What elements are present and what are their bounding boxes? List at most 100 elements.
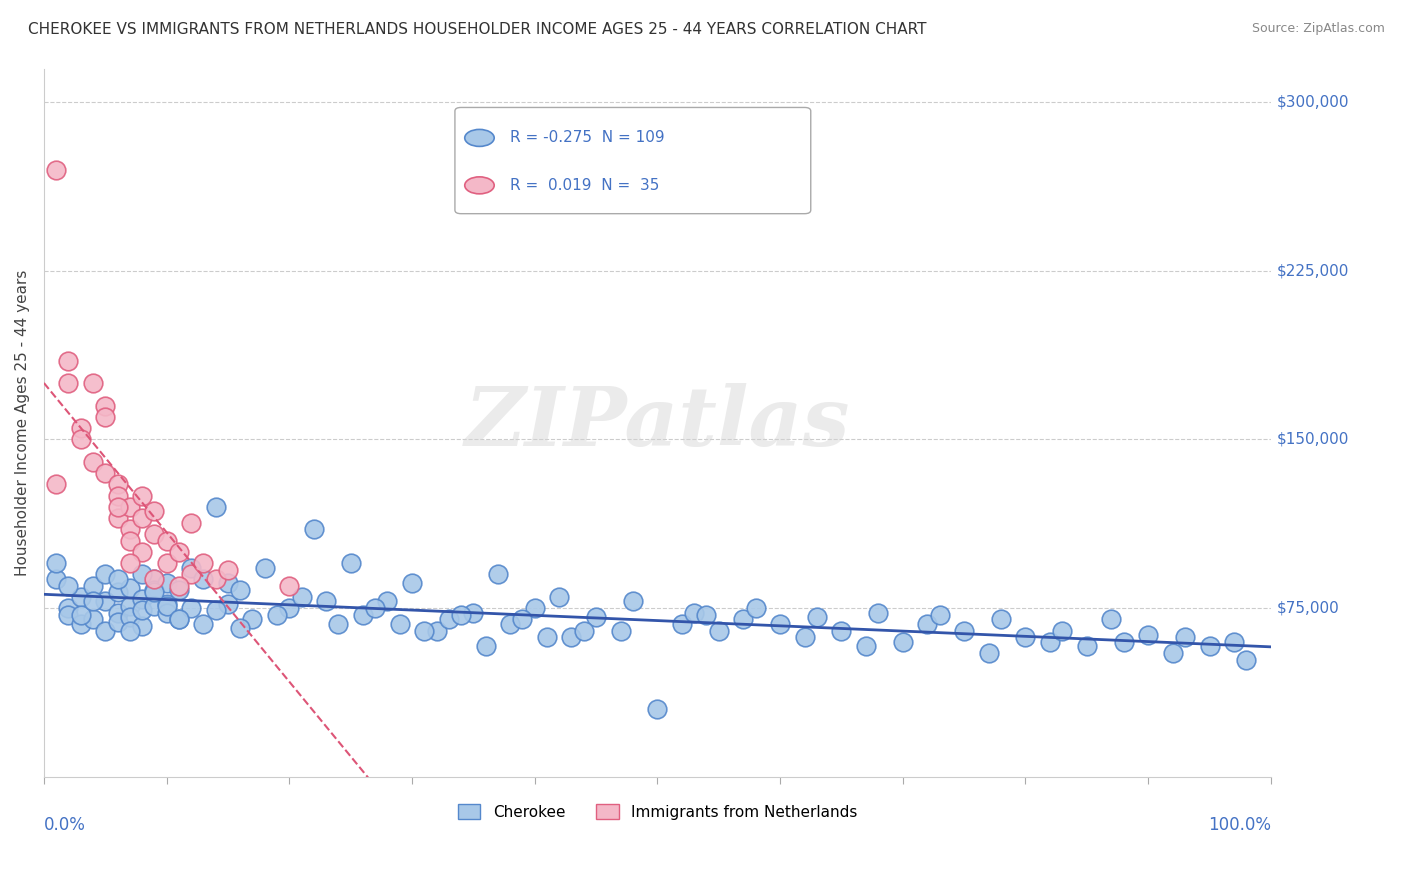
Point [1223, 634, 1246, 648]
Point [290, 590, 312, 604]
Text: CHEROKEE VS IMMIGRANTS FROM NETHERLANDS HOUSEHOLDER INCOME AGES 25 - 44 YEARS CO: CHEROKEE VS IMMIGRANTS FROM NETHERLANDS … [28, 22, 927, 37]
Text: $150,000: $150,000 [1277, 432, 1350, 447]
Point [891, 634, 914, 648]
Point [621, 594, 644, 608]
Point [278, 578, 301, 592]
Point [58, 353, 80, 368]
Point [671, 616, 693, 631]
Point [917, 616, 939, 631]
Point [204, 572, 226, 586]
Point [1198, 639, 1220, 653]
Point [45, 572, 67, 586]
Point [229, 582, 252, 597]
Point [107, 477, 129, 491]
Point [217, 576, 239, 591]
Point [1174, 630, 1197, 644]
Point [388, 616, 411, 631]
Point [302, 522, 325, 536]
Point [928, 607, 950, 622]
Point [69, 421, 91, 435]
Point [486, 567, 509, 582]
Point [1076, 639, 1098, 653]
Point [131, 603, 153, 617]
Point [990, 612, 1012, 626]
Point [45, 556, 67, 570]
Point [499, 616, 522, 631]
Point [155, 606, 177, 620]
Point [769, 616, 792, 631]
Point [167, 545, 190, 559]
Text: R = -0.275  N = 109: R = -0.275 N = 109 [510, 130, 665, 145]
Point [118, 500, 141, 514]
Point [830, 624, 852, 638]
Point [180, 516, 202, 530]
Point [536, 630, 558, 644]
Point [143, 526, 166, 541]
Point [155, 599, 177, 613]
Point [107, 489, 129, 503]
Point [45, 162, 67, 177]
Point [143, 599, 166, 613]
Point [1137, 628, 1160, 642]
Point [278, 601, 301, 615]
Point [69, 590, 91, 604]
Point [167, 582, 190, 597]
Point [868, 606, 890, 620]
Point [953, 624, 976, 638]
Point [193, 556, 215, 570]
Point [1099, 612, 1122, 626]
Point [266, 607, 288, 622]
Point [118, 556, 141, 570]
Point [855, 639, 877, 653]
Point [1014, 630, 1036, 644]
Point [328, 616, 350, 631]
Y-axis label: Householder Income Ages 25 - 44 years: Householder Income Ages 25 - 44 years [15, 269, 30, 575]
Circle shape [465, 177, 494, 194]
Point [609, 624, 631, 638]
Text: $225,000: $225,000 [1277, 263, 1350, 278]
Point [744, 601, 766, 615]
Point [401, 576, 423, 591]
Point [131, 511, 153, 525]
Point [94, 466, 117, 480]
Point [523, 601, 546, 615]
Point [315, 594, 337, 608]
Point [647, 702, 669, 716]
Point [1039, 634, 1062, 648]
Point [155, 576, 177, 591]
Point [107, 606, 129, 620]
Point [143, 585, 166, 599]
Point [733, 612, 755, 626]
Point [1161, 646, 1184, 660]
Point [58, 376, 80, 391]
Point [94, 624, 117, 638]
Point [229, 621, 252, 635]
Point [107, 615, 129, 629]
Point [560, 630, 582, 644]
Point [58, 578, 80, 592]
Text: 100.0%: 100.0% [1208, 815, 1271, 833]
Point [180, 567, 202, 582]
Point [94, 409, 117, 424]
Point [45, 477, 67, 491]
Point [167, 612, 190, 626]
Point [512, 612, 534, 626]
Point [793, 630, 815, 644]
Point [242, 612, 264, 626]
Point [118, 581, 141, 595]
Point [474, 639, 496, 653]
Point [69, 607, 91, 622]
Point [217, 597, 239, 611]
Point [118, 624, 141, 638]
Text: $75,000: $75,000 [1277, 600, 1340, 615]
Point [94, 399, 117, 413]
Point [131, 567, 153, 582]
Point [94, 594, 117, 608]
Point [437, 612, 460, 626]
Point [339, 556, 361, 570]
Point [167, 578, 190, 592]
Point [463, 606, 485, 620]
Point [155, 597, 177, 611]
Point [143, 572, 166, 586]
Point [131, 592, 153, 607]
